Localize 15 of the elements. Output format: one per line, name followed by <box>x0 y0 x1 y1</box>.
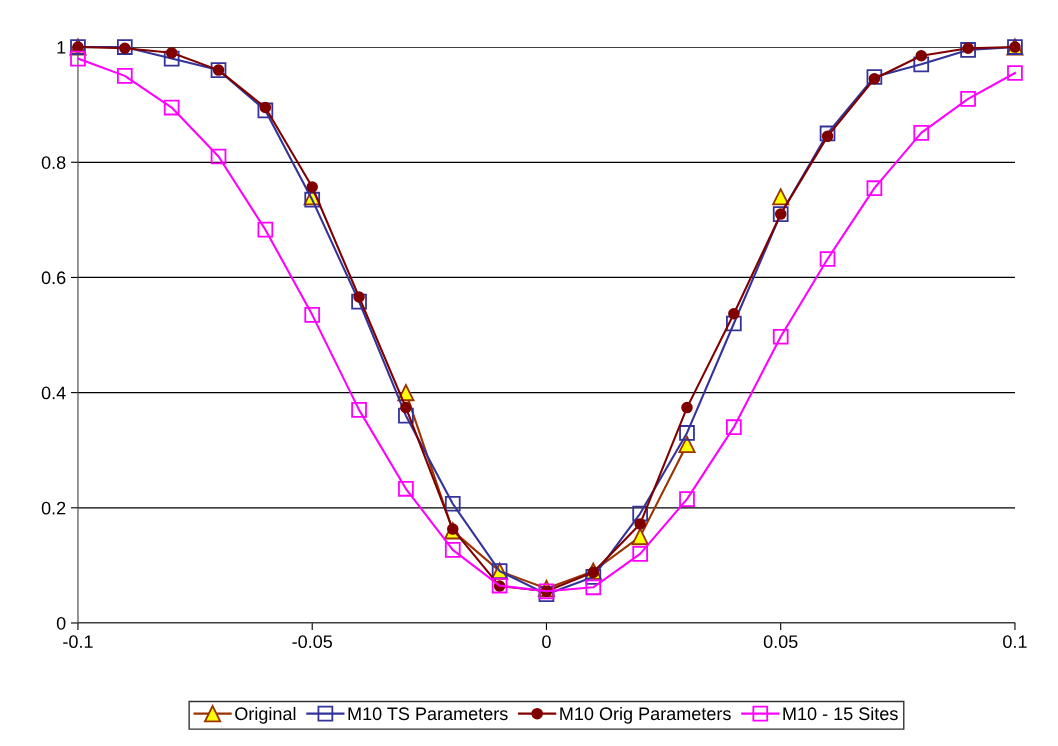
y-tick-label: 0.2 <box>41 501 66 515</box>
y-tick-label: 0.4 <box>41 386 66 400</box>
x-tick-label: -0.05 <box>292 635 333 649</box>
y-tick-label: 0 <box>56 616 66 630</box>
x-tick-label: -0.1 <box>63 635 93 649</box>
y-tick-label: 1 <box>57 41 66 54</box>
y-tick-label: 0.8 <box>41 156 66 169</box>
legend-label: Original <box>235 706 296 724</box>
x-tick-label: 0.05 <box>763 635 798 649</box>
legend-label: M10 - 15 Sites <box>783 706 898 721</box>
legend-label: M10 Orig Parameters <box>560 706 731 724</box>
legend-label: M10 TS Parameters <box>348 707 508 721</box>
x-tick-label: 0 <box>542 635 551 649</box>
y-tick-label: 0.6 <box>41 271 66 285</box>
x-tick-label: 0.1 <box>1003 635 1027 649</box>
